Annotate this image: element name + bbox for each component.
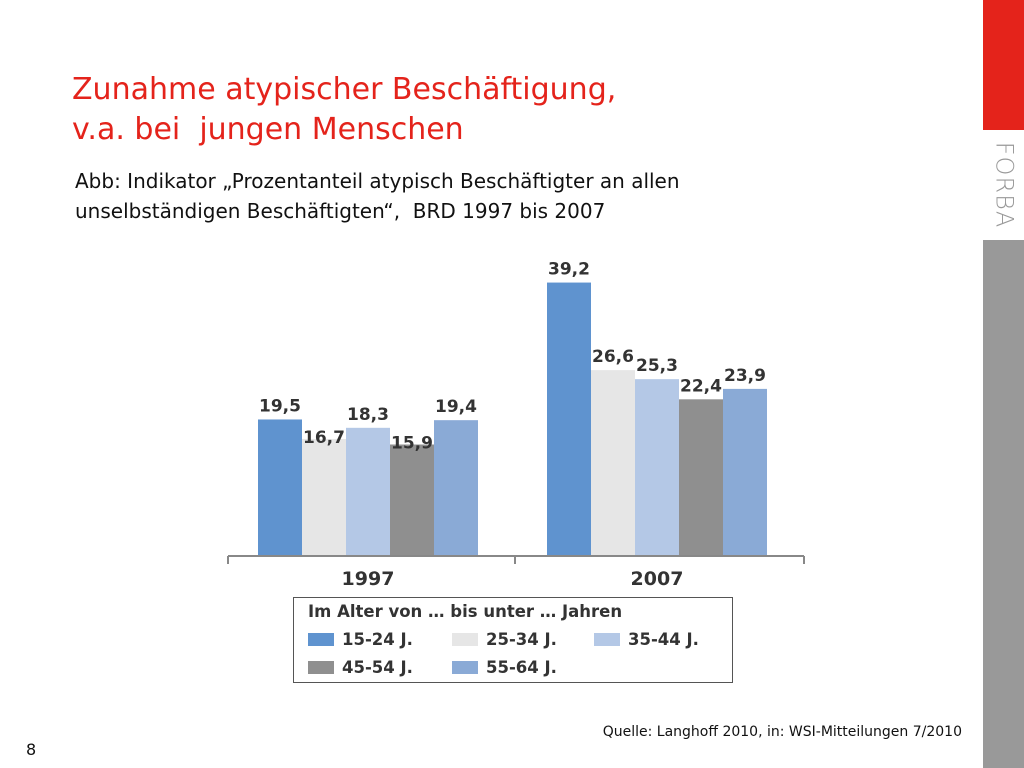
data-label: 15,9 — [391, 433, 433, 453]
slide-title-line-2: v.a. bei jungen Menschen — [72, 112, 464, 147]
bar-chart: 19,516,718,315,919,4 1997 39,2 26,6 25,322,4… — [227, 260, 805, 590]
data-label: 39,2 — [548, 260, 590, 280]
data-label: 18,3 — [347, 405, 389, 425]
legend-label: 35-44 J. — [628, 630, 699, 649]
sidebar-grey-block — [983, 240, 1024, 768]
data-label: 19,5 — [259, 396, 301, 416]
legend-title: Im Alter von … bis unter … Jahren — [308, 602, 623, 621]
data-label: 25,3 — [636, 356, 678, 376]
figure-caption-line-1: Abb: Indikator „Prozentanteil atypisch B… — [75, 169, 680, 193]
legend-swatch — [308, 633, 334, 646]
x-tick-label: 1997 — [342, 568, 395, 590]
brand-sidebar: FORBA — [983, 0, 1024, 768]
logo-text: FORBA — [990, 141, 1019, 229]
slide-title-line-1: Zunahme atypischer Beschäftigung, — [72, 72, 617, 107]
bar-1997-25-34 — [302, 438, 346, 555]
legend-item-15-24: 15-24 J. — [308, 630, 413, 649]
bar-1997-55-64 — [434, 420, 478, 555]
x-tick-label: 2007 — [631, 568, 684, 590]
data-label: 23,9 — [724, 366, 766, 386]
bar-2007-15-24 — [547, 282, 591, 555]
figure-caption: Abb: Indikator „Prozentanteil atypisch B… — [75, 166, 680, 226]
data-label: 26,6 — [592, 347, 634, 367]
bar-1997-45-54 — [390, 444, 434, 555]
legend-swatch — [594, 633, 620, 646]
legend-item-45-54: 45-54 J. — [308, 658, 413, 677]
legend-swatch — [452, 661, 478, 674]
chart-legend: Im Alter von … bis unter … Jahren 15-24 … — [293, 597, 733, 683]
legend-item-55-64: 55-64 J. — [452, 658, 557, 677]
forba-logo: FORBA — [987, 135, 1021, 235]
sidebar-red-block — [983, 0, 1024, 130]
slide-title: Zunahme atypischer Beschäftigung, v.a. b… — [72, 70, 616, 150]
page-number: 8 — [26, 740, 37, 759]
data-label: 22,4 — [680, 376, 722, 396]
legend-label: 45-54 J. — [342, 658, 413, 677]
bar-2007-55-64 — [723, 388, 767, 555]
legend-label: 15-24 J. — [342, 630, 413, 649]
bar-2007-35-44 — [635, 379, 679, 555]
source-note: Quelle: Langhoff 2010, in: WSI-Mitteilun… — [602, 724, 962, 740]
figure-caption-line-2: unselbständigen Beschäftigten“, BRD 1997… — [75, 199, 606, 223]
legend-item-35-44: 35-44 J. — [594, 630, 699, 649]
bar-2007-25-34 — [591, 370, 635, 555]
data-label: 19,4 — [435, 397, 477, 417]
bar-1997-35-44 — [346, 427, 390, 555]
data-label: 16,7 — [303, 428, 345, 448]
bar-2007-45-54 — [679, 399, 723, 555]
legend-label: 25-34 J. — [486, 630, 557, 649]
legend-item-25-34: 25-34 J. — [452, 630, 557, 649]
bar-1997-15-24 — [258, 419, 302, 555]
legend-label: 55-64 J. — [486, 658, 557, 677]
legend-swatch — [308, 661, 334, 674]
legend-swatch — [452, 633, 478, 646]
